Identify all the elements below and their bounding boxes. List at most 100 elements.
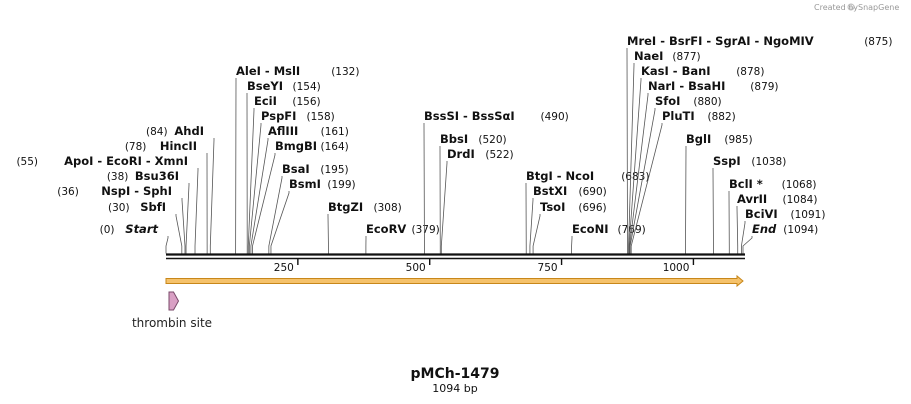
site-leader-line	[628, 78, 642, 254]
restriction-site[interactable]: EciI (156)	[247, 94, 321, 254]
site-position-label: (522)	[485, 149, 513, 161]
restriction-site[interactable]: BclI * (1068)	[728, 177, 817, 254]
restriction-site[interactable]: BciVI (1091)	[741, 207, 825, 254]
site-position-label: (696)	[578, 202, 606, 214]
site-leader-line	[248, 123, 262, 254]
site-enzyme-label: BstXI	[533, 184, 567, 198]
restriction-site[interactable]: PspFI (158)	[248, 109, 335, 254]
site-position-label: (0)	[100, 224, 115, 236]
site-position-label: (879)	[750, 81, 778, 93]
sequence-backbone: 250 500 750 1000	[166, 253, 745, 274]
restriction-site[interactable]: KasI - BanI (878)	[628, 64, 764, 254]
restriction-site[interactable]: NarI - BsaHI (879)	[629, 79, 779, 254]
restriction-site[interactable]: TsoI (696)	[532, 200, 607, 254]
restriction-site[interactable]: EcoNI (769)	[571, 222, 646, 254]
site-enzyme-label: HincII	[160, 139, 197, 153]
site-position-label: (1068)	[782, 179, 817, 191]
restriction-site[interactable]: Bsu36I (38)	[107, 169, 190, 254]
restriction-site[interactable]: BseYI (154)	[246, 79, 321, 254]
site-enzyme-label: KasI - BanI	[641, 64, 711, 78]
site-position-label: (30)	[108, 202, 130, 214]
restriction-site[interactable]: End (1094)	[742, 222, 818, 254]
site-position-label: (690)	[579, 186, 607, 198]
site-enzyme-label: BseYI	[247, 79, 283, 93]
snapgene-logo-icon	[847, 3, 855, 11]
restriction-site[interactable]: SfoI (880)	[629, 94, 722, 254]
site-leader-line	[252, 153, 276, 254]
site-enzyme-label: MreI - BsrFI - SgrAI - NgoMIV	[627, 34, 814, 48]
site-enzyme-label: BsmI	[289, 177, 321, 191]
site-enzyme-label: NarI - BsaHI	[648, 79, 725, 93]
site-enzyme-label: BsaI	[282, 162, 310, 176]
site-position-label: (164)	[321, 141, 349, 153]
site-position-label: (154)	[293, 81, 321, 93]
site-position-label: (985)	[724, 134, 752, 146]
map-title: pMCh-1479	[411, 366, 500, 382]
feature-arrow-orange[interactable]	[165, 274, 744, 288]
site-leader-line	[268, 176, 283, 254]
site-leader-line	[736, 206, 739, 254]
restriction-site[interactable]: BsaI (195)	[268, 162, 349, 254]
site-leader-line	[270, 191, 290, 254]
site-enzyme-label: BtgI - NcoI	[526, 169, 594, 183]
site-position-label: (156)	[292, 96, 320, 108]
site-position-label: (158)	[307, 111, 335, 123]
restriction-site[interactable]: SspI (1038)	[712, 154, 786, 254]
ruler-tick-label: 250	[274, 262, 294, 274]
restriction-site[interactable]: MreI - BsrFI - SgrAI - NgoMIV (875)	[626, 34, 892, 254]
site-position-label: (132)	[331, 66, 359, 78]
site-enzyme-label: AhdI	[174, 124, 204, 138]
site-leader-line	[209, 138, 215, 254]
site-position-label: (379)	[412, 224, 440, 236]
map-length: 1094 bp	[432, 382, 477, 395]
restriction-site[interactable]: ApoI - EcoRI - XmnI (55)	[16, 154, 199, 254]
restriction-site[interactable]: BbsI (520)	[439, 132, 507, 254]
restriction-site[interactable]: NspI - SphI (36)	[57, 184, 186, 254]
site-leader-line	[529, 198, 534, 254]
site-enzyme-label: DrdI	[447, 147, 475, 161]
restriction-site[interactable]: HincII (78)	[125, 139, 208, 254]
site-position-label: (880)	[693, 96, 721, 108]
restriction-site[interactable]: NaeI (877)	[628, 49, 701, 254]
restriction-site[interactable]: PluTI (882)	[630, 109, 736, 254]
site-enzyme-label: Bsu36I	[135, 169, 179, 183]
restriction-site[interactable]: EcoRV (379)	[365, 222, 440, 254]
site-leader-line	[165, 236, 169, 254]
restriction-site[interactable]: BstXI (690)	[529, 184, 607, 254]
restriction-site[interactable]: BglI (985)	[685, 132, 753, 254]
site-leader-line	[247, 108, 255, 254]
site-position-label: (520)	[478, 134, 506, 146]
site-enzyme-label: EciI	[254, 94, 277, 108]
site-enzyme-label: EcoNI	[572, 222, 608, 236]
restriction-site[interactable]: DrdI (522)	[440, 147, 514, 254]
site-position-label: (1091)	[791, 209, 826, 221]
credit-text: Created by	[814, 3, 858, 12]
site-position-label: (877)	[672, 51, 700, 63]
site-position-label: (878)	[736, 66, 764, 78]
restriction-site[interactable]: BtgZI (308)	[327, 200, 402, 254]
site-enzyme-label: AflIII	[268, 124, 298, 138]
restriction-site[interactable]: BsmI (199)	[270, 177, 356, 254]
restriction-site[interactable]: AhdI (84)	[146, 124, 215, 254]
feature-label-thrombin: thrombin site	[132, 316, 212, 330]
site-enzyme-label: TsoI	[540, 200, 565, 214]
site-leader-line	[175, 214, 183, 254]
site-leader-line	[185, 183, 190, 254]
restriction-site[interactable]: Start (0)	[100, 222, 169, 254]
restriction-site[interactable]: AflIII (161)	[250, 124, 349, 254]
site-leader-line	[181, 198, 186, 254]
site-enzyme-label: SfoI	[655, 94, 680, 108]
restriction-site[interactable]: AleI - MslI (132)	[235, 64, 360, 254]
credit-brand: SnapGene	[858, 3, 899, 12]
site-leader-line	[250, 138, 269, 254]
feature-thrombin-site[interactable]	[168, 291, 180, 311]
restriction-site[interactable]: AvrII (1084)	[736, 192, 817, 254]
restriction-site[interactable]: SbfI (30)	[108, 200, 183, 254]
site-position-label: (84)	[146, 126, 168, 138]
site-enzyme-label: AvrII	[737, 192, 767, 206]
restriction-site[interactable]: BmgBI (164)	[252, 139, 349, 254]
restriction-site[interactable]: BssSI - BssSαI (490)	[423, 109, 569, 254]
site-position-label: (1094)	[783, 224, 818, 236]
site-position-label: (78)	[125, 141, 147, 153]
site-position-label: (36)	[57, 186, 79, 198]
